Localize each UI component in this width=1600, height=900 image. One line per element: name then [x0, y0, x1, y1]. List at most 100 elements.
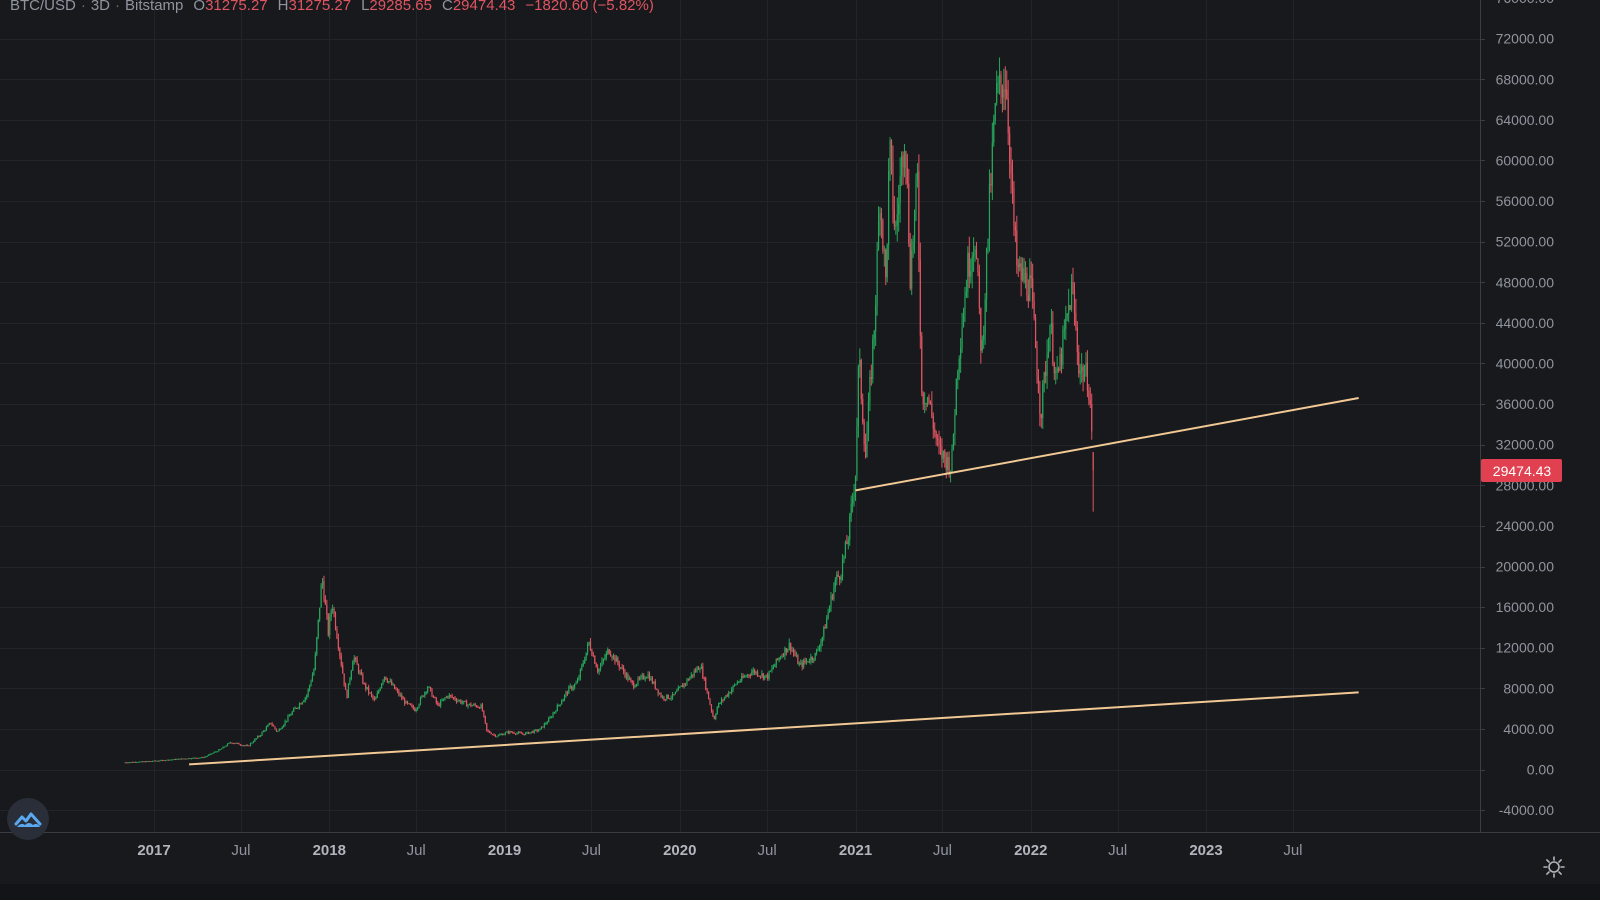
candle-body [785, 648, 787, 653]
symbol-legend[interactable]: BTC/USD · 3D · Bitstamp O31275.27 H31275.27 L29… [10, 0, 654, 14]
candle-body [274, 726, 276, 729]
trendline-0[interactable] [188, 691, 1359, 766]
candle-body [983, 334, 985, 340]
candle-body [980, 308, 982, 351]
price-axis[interactable]: 76000.00 72000.00 68000.00 64000.00 60000.00… [1480, 0, 1554, 818]
candle-body [958, 358, 960, 372]
candle-316 [579, 668, 581, 681]
candle-body [271, 723, 273, 726]
candle-193 [402, 696, 404, 700]
candle-474 [807, 661, 809, 663]
candle-body [489, 731, 491, 733]
gear-icon[interactable] [1540, 853, 1568, 881]
candle-226 [450, 694, 452, 699]
candle-515 [866, 421, 868, 458]
candle-body [738, 681, 740, 683]
legend-exchange[interactable]: Bitstamp [125, 0, 184, 14]
candle-body [735, 684, 737, 686]
candle-body [346, 690, 348, 698]
candle-348 [625, 672, 628, 680]
candle-body [216, 751, 218, 753]
candle-body [336, 628, 338, 639]
candle-body [176, 758, 178, 760]
candle-body [811, 656, 813, 660]
cloud-chart-logo-icon[interactable] [7, 798, 49, 840]
candle-139 [324, 595, 327, 605]
candle-641 [1047, 337, 1050, 359]
candle-432 [746, 673, 749, 678]
candle-615 [1010, 147, 1012, 194]
candle-446 [767, 672, 769, 681]
candle-body [169, 759, 171, 761]
candle-body [530, 731, 533, 733]
candle-body [520, 732, 522, 734]
candle-465 [794, 649, 796, 657]
candle-42 [185, 758, 187, 760]
candle-body [1082, 366, 1084, 381]
candle-body [843, 555, 845, 561]
candle-body [790, 642, 792, 651]
candle-body [942, 450, 944, 459]
candle-545 [909, 232, 911, 291]
candle-body [478, 707, 481, 709]
candle-body [823, 626, 825, 638]
candle-576 [954, 408, 956, 446]
candle-body [130, 761, 132, 763]
candle-665 [1082, 363, 1084, 392]
last-price-tag-bg [1481, 459, 1562, 482]
candle-604 [994, 102, 996, 125]
candle-586 [968, 236, 970, 289]
candle-body [275, 728, 278, 732]
candle-body [393, 684, 396, 689]
candle-492 [833, 582, 835, 602]
candle-488 [827, 608, 829, 620]
candle-3 [128, 762, 131, 764]
candle-158 [352, 660, 354, 671]
candle-546 [911, 238, 913, 295]
candle-body [499, 734, 501, 736]
candle-361 [644, 676, 646, 682]
candle-body [301, 702, 303, 705]
candle-578 [957, 369, 959, 390]
candle-207 [422, 695, 424, 697]
y-tick-label-1: 72000.00 [1496, 31, 1555, 47]
candle-162 [357, 663, 360, 675]
candle-434 [749, 673, 751, 679]
time-axis[interactable]: 2017 Jul 2018 Jul 2019 Jul 2020 Jul 2021 Jul 2022 J… [137, 842, 1302, 859]
candle-355 [635, 683, 638, 688]
candle-449 [771, 664, 773, 673]
candle-298 [553, 711, 556, 715]
candle-body [232, 743, 234, 745]
candle-203 [417, 706, 419, 711]
candle-156 [349, 677, 351, 686]
legend-symbol[interactable]: BTC/USD [10, 0, 76, 14]
candle-body [1026, 273, 1028, 296]
candle-body [380, 683, 383, 689]
candle-303 [561, 699, 563, 705]
candle-180 [383, 676, 386, 683]
candle-125 [304, 696, 306, 703]
candle-411 [716, 705, 718, 715]
trendlines[interactable] [188, 397, 1359, 766]
candle-191 [399, 692, 401, 697]
candle-body [935, 431, 937, 439]
candle-659 [1073, 282, 1076, 326]
candle-611 [1004, 66, 1006, 111]
trendline-1[interactable] [855, 397, 1359, 492]
candle-556 [925, 402, 927, 411]
candle-635 [1039, 380, 1041, 427]
candle-body [676, 690, 678, 693]
legend-interval[interactable]: 3D [90, 0, 111, 14]
candle-431 [745, 674, 747, 678]
candle-body [781, 655, 783, 658]
candle-body [419, 697, 422, 705]
candle-body [673, 693, 675, 695]
candle-body [510, 731, 512, 733]
candle-body [640, 676, 642, 679]
candle-308 [568, 685, 570, 694]
candle-421 [731, 686, 733, 695]
candle-body [389, 681, 391, 683]
candle-body [836, 574, 838, 580]
